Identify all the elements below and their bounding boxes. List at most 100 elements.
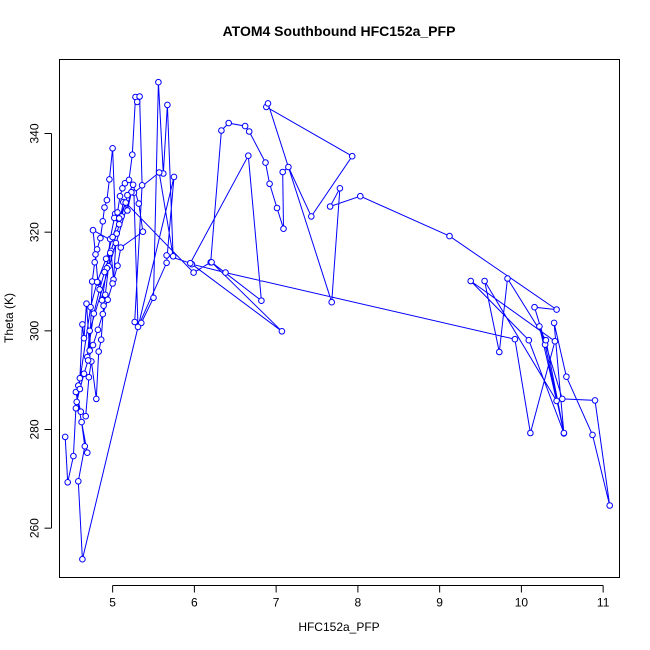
data-point xyxy=(164,101,171,109)
data-point xyxy=(93,278,101,286)
data-point xyxy=(245,128,253,135)
data-point xyxy=(115,215,123,222)
data-point xyxy=(155,78,162,86)
data-point xyxy=(94,326,102,334)
data-point xyxy=(348,152,356,160)
data-point xyxy=(114,262,121,270)
y-tick-label: 300 xyxy=(28,321,42,341)
data-point xyxy=(89,341,97,349)
data-point xyxy=(75,478,82,485)
x-axis: 5 6 7 8 9 10 11 xyxy=(109,585,610,610)
data-point xyxy=(208,259,215,266)
data-point xyxy=(467,277,475,285)
data-point xyxy=(109,233,116,241)
data-point xyxy=(139,228,147,235)
data-point xyxy=(536,323,543,330)
data-point xyxy=(82,412,89,420)
data-point xyxy=(278,328,286,335)
data-point xyxy=(78,418,85,426)
data-point xyxy=(531,303,538,311)
data-point xyxy=(190,269,197,276)
data-point xyxy=(135,200,143,207)
data-point xyxy=(101,268,108,276)
data-point xyxy=(90,310,98,317)
data-point xyxy=(76,385,84,393)
data-point xyxy=(99,218,107,225)
data-point xyxy=(481,277,488,285)
data-point xyxy=(525,336,533,344)
data-point xyxy=(245,152,252,159)
data-point xyxy=(95,348,102,355)
x-tick-label: 11 xyxy=(597,596,610,610)
data-point xyxy=(606,502,614,509)
x-tick-label: 7 xyxy=(273,596,280,610)
data-point xyxy=(551,337,559,345)
data-point xyxy=(542,336,550,344)
data-point xyxy=(280,225,287,232)
data-point xyxy=(73,398,80,406)
data-point xyxy=(80,370,88,378)
data-point xyxy=(79,555,86,563)
data-point xyxy=(64,479,71,486)
data-point xyxy=(129,151,136,158)
data-point xyxy=(511,335,519,343)
data-point xyxy=(84,357,92,364)
data-point xyxy=(225,119,232,127)
data-point xyxy=(80,334,88,342)
x-tick-label: 5 xyxy=(109,596,116,610)
data-point xyxy=(222,269,229,276)
data-point xyxy=(328,298,336,306)
data-point xyxy=(106,176,113,183)
data-point xyxy=(241,122,249,130)
data-point xyxy=(101,204,108,211)
data-point xyxy=(87,303,94,311)
data-point xyxy=(187,259,194,267)
data-point xyxy=(117,244,125,251)
data-point xyxy=(258,297,265,305)
data-point xyxy=(553,397,560,405)
data-point xyxy=(264,100,272,107)
data-point xyxy=(91,259,98,266)
data-point xyxy=(97,234,104,242)
data-point xyxy=(97,336,105,344)
data-point xyxy=(136,93,143,100)
x-tick-label: 8 xyxy=(355,596,362,610)
y-axis-label: Theta (K) xyxy=(2,293,16,343)
data-point xyxy=(119,185,126,192)
data-point xyxy=(559,395,566,403)
data-point xyxy=(131,318,138,326)
data-point xyxy=(112,239,120,247)
data-point xyxy=(124,191,131,199)
data-point xyxy=(446,232,453,240)
x-tick-label: 6 xyxy=(191,596,198,610)
plot-frame xyxy=(59,59,620,578)
data-point xyxy=(106,249,114,257)
y-axis: 260 280 300 320 340 xyxy=(28,123,52,538)
chart-title: ATOM4 Southbound HFC152a_PFP xyxy=(223,23,456,39)
data-point xyxy=(70,452,77,460)
data-point xyxy=(89,226,97,234)
data-point xyxy=(150,294,157,302)
data-point xyxy=(96,286,103,293)
data-point xyxy=(155,169,163,176)
data-point xyxy=(76,374,84,382)
data-point xyxy=(61,433,69,441)
series-line xyxy=(64,82,611,560)
data-point xyxy=(109,145,116,152)
data-point xyxy=(326,203,334,210)
data-point xyxy=(134,323,142,331)
data-point xyxy=(170,173,178,181)
data-point xyxy=(109,280,116,287)
x-tick-label: 10 xyxy=(515,596,529,610)
data-point xyxy=(285,163,292,171)
data-point xyxy=(121,180,129,187)
data-point xyxy=(163,259,170,267)
data-point xyxy=(100,302,107,310)
data-point xyxy=(116,192,124,200)
data-point xyxy=(496,348,503,356)
data-point xyxy=(563,373,570,381)
data-point xyxy=(591,397,599,404)
data-point xyxy=(553,306,560,313)
data-point xyxy=(273,204,281,212)
data-point xyxy=(262,159,269,166)
